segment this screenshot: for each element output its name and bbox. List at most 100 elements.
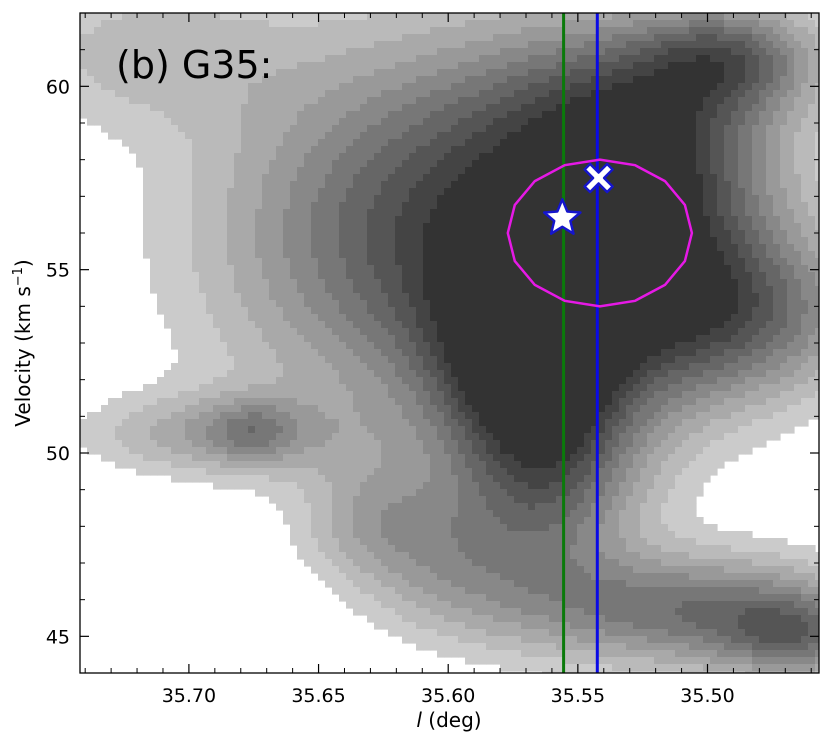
contour-cell bbox=[752, 279, 760, 287]
contour-cell bbox=[584, 328, 592, 336]
contour-cell bbox=[682, 244, 690, 252]
contour-cell bbox=[661, 216, 669, 224]
contour-cell bbox=[542, 279, 550, 287]
contour-cell bbox=[241, 125, 249, 133]
contour-cell bbox=[528, 321, 536, 329]
contour-cell bbox=[808, 321, 816, 329]
contour-cell bbox=[339, 300, 347, 308]
contour-cell bbox=[815, 13, 819, 21]
contour-cell bbox=[402, 335, 410, 343]
contour-cell bbox=[206, 41, 214, 49]
contour-cell bbox=[738, 195, 746, 203]
contour-cell bbox=[437, 202, 445, 210]
contour-cell bbox=[185, 307, 193, 315]
contour-cell bbox=[654, 97, 662, 105]
contour-cell bbox=[591, 188, 599, 196]
contour-cell bbox=[269, 174, 277, 182]
contour-cell bbox=[290, 160, 298, 168]
contour-cell bbox=[213, 55, 221, 63]
contour-cell bbox=[696, 62, 704, 70]
contour-cell bbox=[157, 41, 165, 49]
contour-cell bbox=[493, 167, 501, 175]
contour-cell bbox=[199, 202, 207, 210]
contour-cell bbox=[668, 55, 676, 63]
contour-cell bbox=[353, 216, 361, 224]
contour-cell bbox=[276, 300, 284, 308]
contour-cell bbox=[815, 104, 819, 112]
contour-cell bbox=[269, 279, 277, 287]
contour-cell bbox=[745, 76, 753, 84]
contour-cell bbox=[710, 237, 718, 245]
contour-cell bbox=[192, 167, 200, 175]
contour-cell bbox=[416, 258, 424, 266]
contour-cell bbox=[815, 307, 819, 315]
contour-cell bbox=[297, 314, 305, 322]
contour-cell bbox=[717, 146, 725, 154]
contour-cell bbox=[304, 307, 312, 315]
contour-cell bbox=[584, 251, 592, 259]
contour-cell bbox=[808, 125, 816, 133]
contour-cell bbox=[619, 244, 627, 252]
contour-cell bbox=[549, 69, 557, 77]
contour-cell bbox=[486, 76, 494, 84]
contour-cell bbox=[703, 244, 711, 252]
contour-cell bbox=[290, 335, 298, 343]
contour-cell bbox=[269, 342, 277, 350]
contour-cell bbox=[633, 62, 641, 70]
contour-cell bbox=[486, 321, 494, 329]
contour-cell bbox=[535, 223, 543, 231]
contour-cell bbox=[409, 251, 417, 259]
contour-cell bbox=[332, 258, 340, 266]
contour-cell bbox=[311, 83, 319, 91]
contour-cell bbox=[626, 286, 634, 294]
contour-cell bbox=[605, 209, 613, 217]
contour-cell bbox=[535, 153, 543, 161]
contour-cell bbox=[199, 160, 207, 168]
contour-cell bbox=[423, 209, 431, 217]
contour-cell bbox=[521, 237, 529, 245]
contour-cell bbox=[584, 97, 592, 105]
contour-cell bbox=[787, 97, 795, 105]
contour-cell bbox=[318, 363, 326, 371]
contour-cell bbox=[563, 314, 571, 322]
contour-cell bbox=[808, 118, 816, 126]
contour-cell bbox=[724, 13, 732, 21]
contour-cell bbox=[318, 230, 326, 238]
contour-cell bbox=[556, 20, 564, 28]
contour-cell bbox=[437, 83, 445, 91]
contour-cell bbox=[738, 104, 746, 112]
contour-cell bbox=[381, 104, 389, 112]
contour-cell bbox=[269, 307, 277, 315]
contour-cell bbox=[668, 90, 676, 98]
contour-cell bbox=[157, 265, 165, 273]
contour-cell bbox=[213, 230, 221, 238]
contour-cell bbox=[815, 146, 819, 154]
contour-cell bbox=[129, 20, 137, 28]
contour-cell bbox=[325, 97, 333, 105]
contour-cell bbox=[619, 181, 627, 189]
contour-cell bbox=[570, 27, 578, 35]
contour-cell bbox=[290, 55, 298, 63]
contour-cell bbox=[444, 118, 452, 126]
contour-cell bbox=[605, 111, 613, 119]
contour-cell bbox=[654, 349, 662, 357]
contour-cell bbox=[143, 34, 151, 42]
contour-cell bbox=[395, 34, 403, 42]
contour-cell bbox=[311, 167, 319, 175]
contour-cell bbox=[171, 363, 179, 371]
contour-cell bbox=[619, 251, 627, 259]
contour-cell bbox=[171, 251, 179, 259]
contour-cell bbox=[801, 27, 809, 35]
contour-cell bbox=[619, 258, 627, 266]
contour-cell bbox=[304, 335, 312, 343]
contour-cell bbox=[143, 174, 151, 182]
contour-cell bbox=[689, 13, 697, 21]
contour-cell bbox=[402, 272, 410, 280]
contour-cell bbox=[325, 356, 333, 364]
contour-cell bbox=[535, 244, 543, 252]
contour-cell bbox=[703, 237, 711, 245]
contour-cell bbox=[654, 265, 662, 273]
contour-cell bbox=[227, 132, 235, 140]
contour-cell bbox=[437, 300, 445, 308]
contour-cell bbox=[444, 209, 452, 217]
